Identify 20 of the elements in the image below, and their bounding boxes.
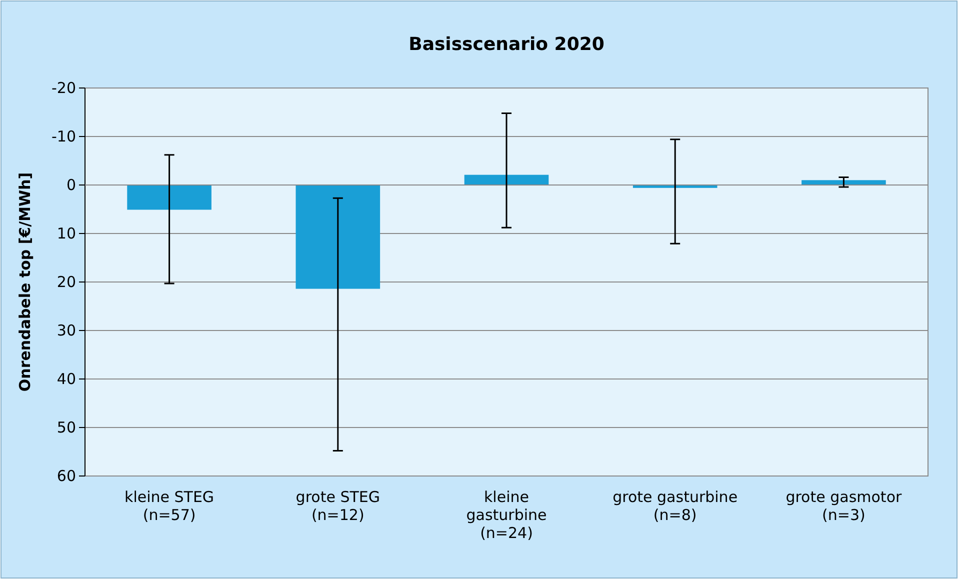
bar	[127, 185, 212, 210]
y-tick-label: -10	[52, 127, 76, 146]
x-tick-label: kleine gasturbine (n=24)	[466, 488, 547, 542]
y-tick-label: 20	[56, 272, 76, 291]
y-tick-label: 0	[66, 176, 76, 194]
chart-title: Basisscenario 2020	[408, 34, 604, 55]
bar	[464, 174, 549, 185]
x-tick-label: grote gasturbine (n=8)	[612, 488, 738, 524]
y-axis-title: Onrendabele top [€/MWh]	[16, 172, 34, 392]
x-tick-label: grote gasmotor (n=3)	[786, 488, 903, 524]
y-tick-label: 60	[56, 466, 76, 485]
x-tick-label: kleine STEG (n=57)	[124, 488, 214, 524]
y-tick-label: 10	[56, 224, 76, 242]
y-tick-label: 50	[56, 418, 76, 436]
y-tick-label: 30	[56, 321, 76, 340]
y-tick-label: 40	[56, 370, 76, 388]
x-tick-label: grote STEG (n=12)	[296, 488, 380, 524]
y-tick-label: -20	[52, 78, 76, 97]
bar	[296, 185, 380, 289]
bar	[802, 180, 886, 185]
